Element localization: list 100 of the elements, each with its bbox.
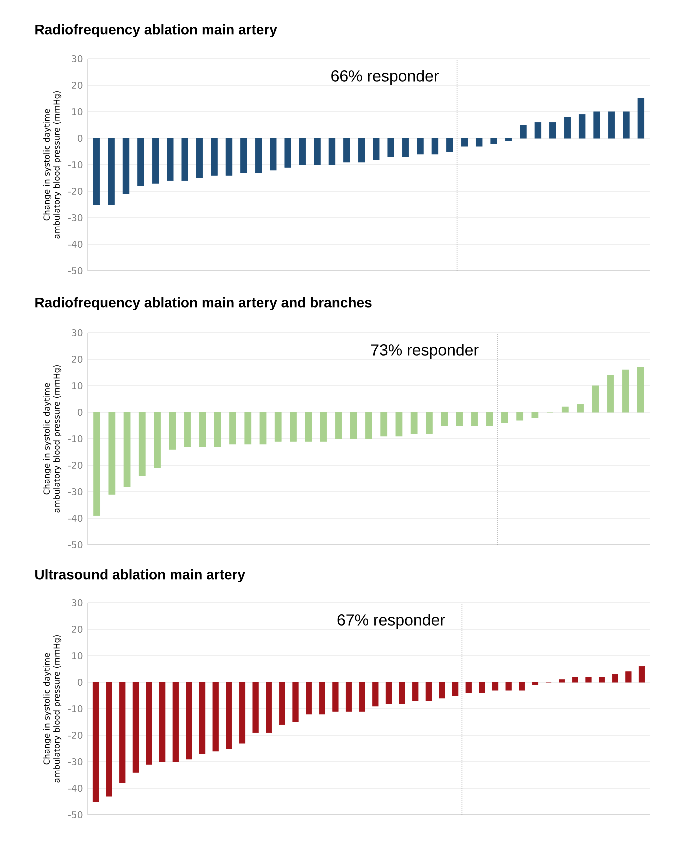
bar <box>562 406 569 413</box>
bar <box>244 412 252 445</box>
bar <box>240 138 248 174</box>
bar <box>417 138 424 155</box>
bar <box>186 682 192 760</box>
y-tick-label: -50 <box>68 541 83 549</box>
y-tick-label: 0 <box>78 408 83 416</box>
bar <box>490 138 498 144</box>
bar <box>252 682 259 734</box>
bar <box>184 412 192 448</box>
bar <box>466 682 472 694</box>
bar <box>486 412 494 426</box>
bar <box>138 412 146 476</box>
bar <box>564 117 571 139</box>
bar <box>426 682 432 702</box>
y-tick-label: -10 <box>68 161 83 169</box>
chart-title: Radiofrequency ablation main artery and branches <box>36 297 372 311</box>
bar <box>594 112 600 139</box>
bar <box>122 138 130 194</box>
y-axis-title: Change in systolic daytime ambulatory blood pressure (mmHg) <box>44 635 62 783</box>
y-tick-label: 0 <box>78 678 83 686</box>
bar <box>520 124 527 139</box>
bar <box>505 138 512 142</box>
bar <box>196 138 204 179</box>
bar <box>120 682 126 784</box>
y-axis-title: Change in systolic daytime ambulatory blood pressure (mmHg) <box>44 91 62 239</box>
y-tick-label: -30 <box>68 758 83 766</box>
annotation: 66% responder <box>332 70 440 86</box>
bar <box>132 682 140 773</box>
bar <box>638 666 646 683</box>
bar <box>226 138 233 176</box>
y-axis-title: Change in systolic daytime ambulatory blood pressure (mmHg) <box>44 365 62 513</box>
bar <box>152 138 160 184</box>
bar <box>638 98 645 139</box>
y-tick-label: 0 <box>78 134 83 142</box>
bar <box>290 412 297 442</box>
bar <box>532 412 539 418</box>
bar <box>138 138 144 186</box>
bar <box>260 412 267 445</box>
bar <box>279 682 286 726</box>
bar <box>592 386 600 413</box>
bar <box>124 412 131 487</box>
bar <box>332 682 339 712</box>
bar <box>476 138 483 147</box>
bar <box>607 375 614 413</box>
bar <box>373 138 380 160</box>
bar <box>167 138 174 182</box>
bar <box>169 412 176 450</box>
y-tick-label: -20 <box>68 732 83 740</box>
bar <box>93 138 100 206</box>
bar <box>410 412 418 434</box>
bar <box>182 138 188 182</box>
bar <box>346 682 352 712</box>
bar <box>255 138 262 174</box>
bar <box>439 682 446 699</box>
bar <box>471 412 478 426</box>
bar <box>461 138 468 147</box>
y-tick-label: 30 <box>72 55 83 63</box>
bar <box>626 672 632 683</box>
annotation: 73% responder <box>371 344 479 360</box>
y-tick-label: -30 <box>68 214 83 222</box>
bar <box>212 682 219 752</box>
bar <box>598 676 606 683</box>
bar <box>534 122 542 139</box>
bar <box>320 412 328 442</box>
bar <box>359 682 366 712</box>
y-tick-label: -20 <box>68 462 83 470</box>
bar <box>108 138 115 206</box>
y-tick-label: -40 <box>68 514 83 522</box>
bar <box>608 112 616 139</box>
bar <box>319 682 326 715</box>
bar <box>266 682 272 734</box>
bar <box>226 682 232 750</box>
bar <box>372 682 379 707</box>
bar <box>94 412 101 516</box>
bar <box>623 112 630 139</box>
bar <box>456 412 464 426</box>
bar <box>396 412 403 437</box>
y-tick-label: 20 <box>72 82 83 90</box>
bar <box>559 680 566 683</box>
bar <box>108 412 116 495</box>
bar <box>284 138 292 168</box>
bar <box>154 412 161 468</box>
bar <box>305 412 312 442</box>
bar <box>412 682 419 702</box>
y-tick-label: -40 <box>68 240 83 248</box>
bar <box>366 412 372 440</box>
bar <box>426 412 433 434</box>
bar <box>380 412 388 437</box>
y-tick-label: 10 <box>72 108 83 116</box>
y-tick-label: -10 <box>68 435 83 443</box>
bar <box>172 682 179 762</box>
bar <box>92 682 100 802</box>
annotation: 67% responder <box>338 614 446 630</box>
bar <box>106 682 112 797</box>
bar <box>270 138 277 171</box>
bar <box>199 412 206 448</box>
bar <box>441 412 448 426</box>
bar <box>516 412 524 421</box>
bar <box>578 114 586 139</box>
